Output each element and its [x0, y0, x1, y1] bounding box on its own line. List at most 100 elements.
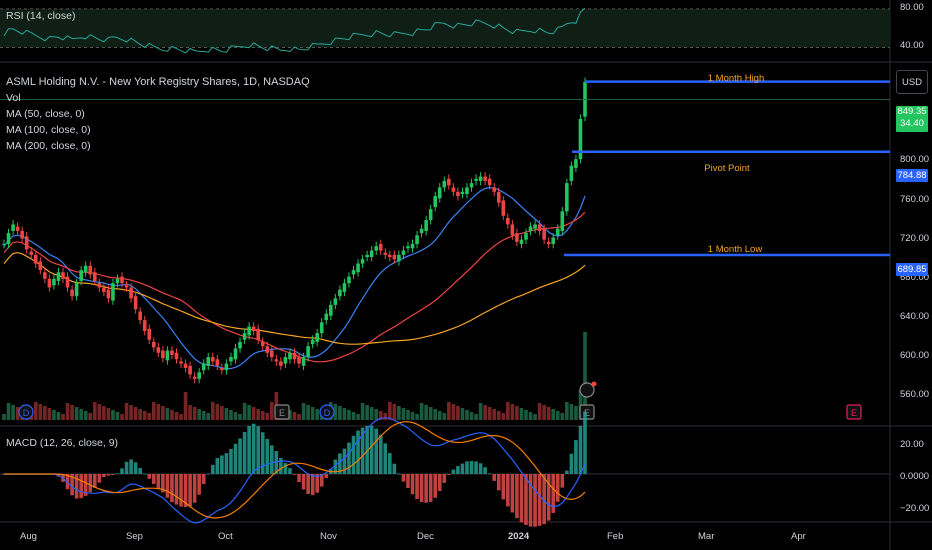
macd-histogram-bar	[347, 442, 351, 474]
candle-body	[319, 322, 324, 334]
ma200-indicator-label: MA (200, close, 0)	[6, 140, 91, 152]
event-marker: E	[274, 404, 290, 420]
candle-body	[519, 239, 524, 244]
event-marker: D	[319, 404, 335, 420]
currency-button[interactable]: USD	[896, 70, 928, 94]
candle-body	[292, 352, 297, 360]
macd-histogram-bar	[401, 474, 406, 482]
volume-bar	[251, 407, 256, 420]
ma50-line	[3, 186, 586, 370]
volume-bar	[47, 408, 52, 420]
macd-histogram-bar	[297, 474, 301, 483]
volume-bar	[11, 405, 15, 420]
macd-histogram-bar	[220, 455, 224, 474]
candle-body	[197, 372, 201, 379]
candle-body	[419, 228, 424, 234]
volume-bar	[478, 403, 483, 420]
volume-bar	[492, 409, 497, 420]
candle-body	[365, 254, 369, 258]
volume-bar	[106, 408, 111, 420]
volume-bar	[401, 408, 406, 420]
candle-body	[215, 359, 220, 366]
volume-bar	[583, 332, 587, 420]
macd-histogram-bar	[224, 453, 229, 474]
event-marker-letter: E	[584, 408, 590, 418]
volume-bar	[555, 411, 560, 420]
volume-bar	[442, 413, 447, 420]
rsi-band	[0, 8, 890, 48]
symbol-title: ASML Holding N.V. - New York Registry Sh…	[6, 76, 310, 88]
volume-bar	[392, 404, 397, 420]
macd-histogram-bar	[546, 474, 551, 521]
candle-body	[260, 341, 265, 347]
volume-bar	[519, 408, 524, 420]
candle-body	[578, 118, 583, 160]
candle-body	[165, 350, 170, 361]
volume-bar	[215, 404, 220, 420]
macd-histogram-bar	[188, 474, 192, 507]
x-tick: Apr	[791, 531, 806, 542]
event-marker: E	[579, 404, 595, 420]
candle-body	[142, 320, 147, 331]
event-marker-letter: E	[279, 408, 285, 418]
candle-body	[106, 289, 111, 299]
candle-body	[61, 272, 65, 279]
volume-bar	[546, 407, 551, 420]
macd-histogram-bar	[356, 430, 360, 474]
volume-bar	[83, 411, 88, 420]
candle-body	[210, 357, 215, 362]
candle-body	[188, 365, 192, 375]
macd-histogram-bar	[474, 461, 478, 474]
macd-histogram-bar	[469, 461, 474, 474]
candle-body	[20, 230, 24, 239]
x-tick: Oct	[218, 531, 233, 542]
candle-body	[410, 244, 415, 249]
macd-histogram-bar	[129, 459, 133, 474]
volume-bar	[378, 411, 383, 420]
x-tick: Dec	[417, 531, 434, 542]
macd-histogram-bar	[279, 458, 283, 474]
rsi-label: RSI (14, close)	[6, 10, 76, 22]
candle-body	[392, 254, 397, 260]
volume-bar	[70, 405, 74, 420]
macd-histogram-bar	[492, 474, 497, 481]
volume-bar	[574, 406, 578, 420]
candle-body	[383, 252, 388, 255]
volume-bar	[65, 403, 70, 420]
volume-bar	[433, 409, 438, 420]
rsi-level-40: 40.00	[900, 40, 924, 51]
volume-bar	[374, 409, 379, 420]
macd-histogram-bar	[478, 463, 483, 474]
macd-histogram-bar	[551, 474, 556, 513]
macd-histogram-bar	[424, 474, 428, 503]
ma50-indicator-label: MA (50, close, 0)	[6, 108, 85, 120]
candle-body	[15, 226, 20, 231]
macd-histogram-bar	[179, 474, 183, 507]
volume-bar	[183, 392, 188, 420]
event-marker-letter: E	[851, 408, 857, 418]
volume-bar	[270, 402, 274, 420]
macd-histogram-bar	[111, 474, 115, 476]
candle-body	[574, 159, 578, 168]
candle-body	[560, 211, 565, 231]
event-marker-letter: D	[324, 408, 331, 418]
candle-body	[569, 165, 574, 181]
volume-bar	[351, 412, 356, 420]
volume-bar	[533, 414, 537, 420]
macd-histogram-bar	[406, 474, 410, 488]
macd-histogram-bar	[388, 453, 392, 474]
volume-bar	[174, 412, 179, 420]
macd-label: MACD (12, 26, close, 9)	[6, 437, 119, 449]
volume-bar	[210, 402, 215, 420]
volume-bar	[247, 405, 251, 420]
candle-body	[460, 191, 465, 194]
volume-bar	[88, 413, 93, 420]
event-marker-shape	[846, 404, 862, 420]
macd-histogram-bar	[365, 425, 369, 474]
candle-body	[111, 283, 115, 301]
volume-bar	[406, 410, 410, 420]
volume-bar	[238, 414, 242, 420]
macd-histogram-bar	[460, 463, 465, 474]
volume-bar	[301, 403, 306, 420]
candle-body	[233, 348, 238, 360]
